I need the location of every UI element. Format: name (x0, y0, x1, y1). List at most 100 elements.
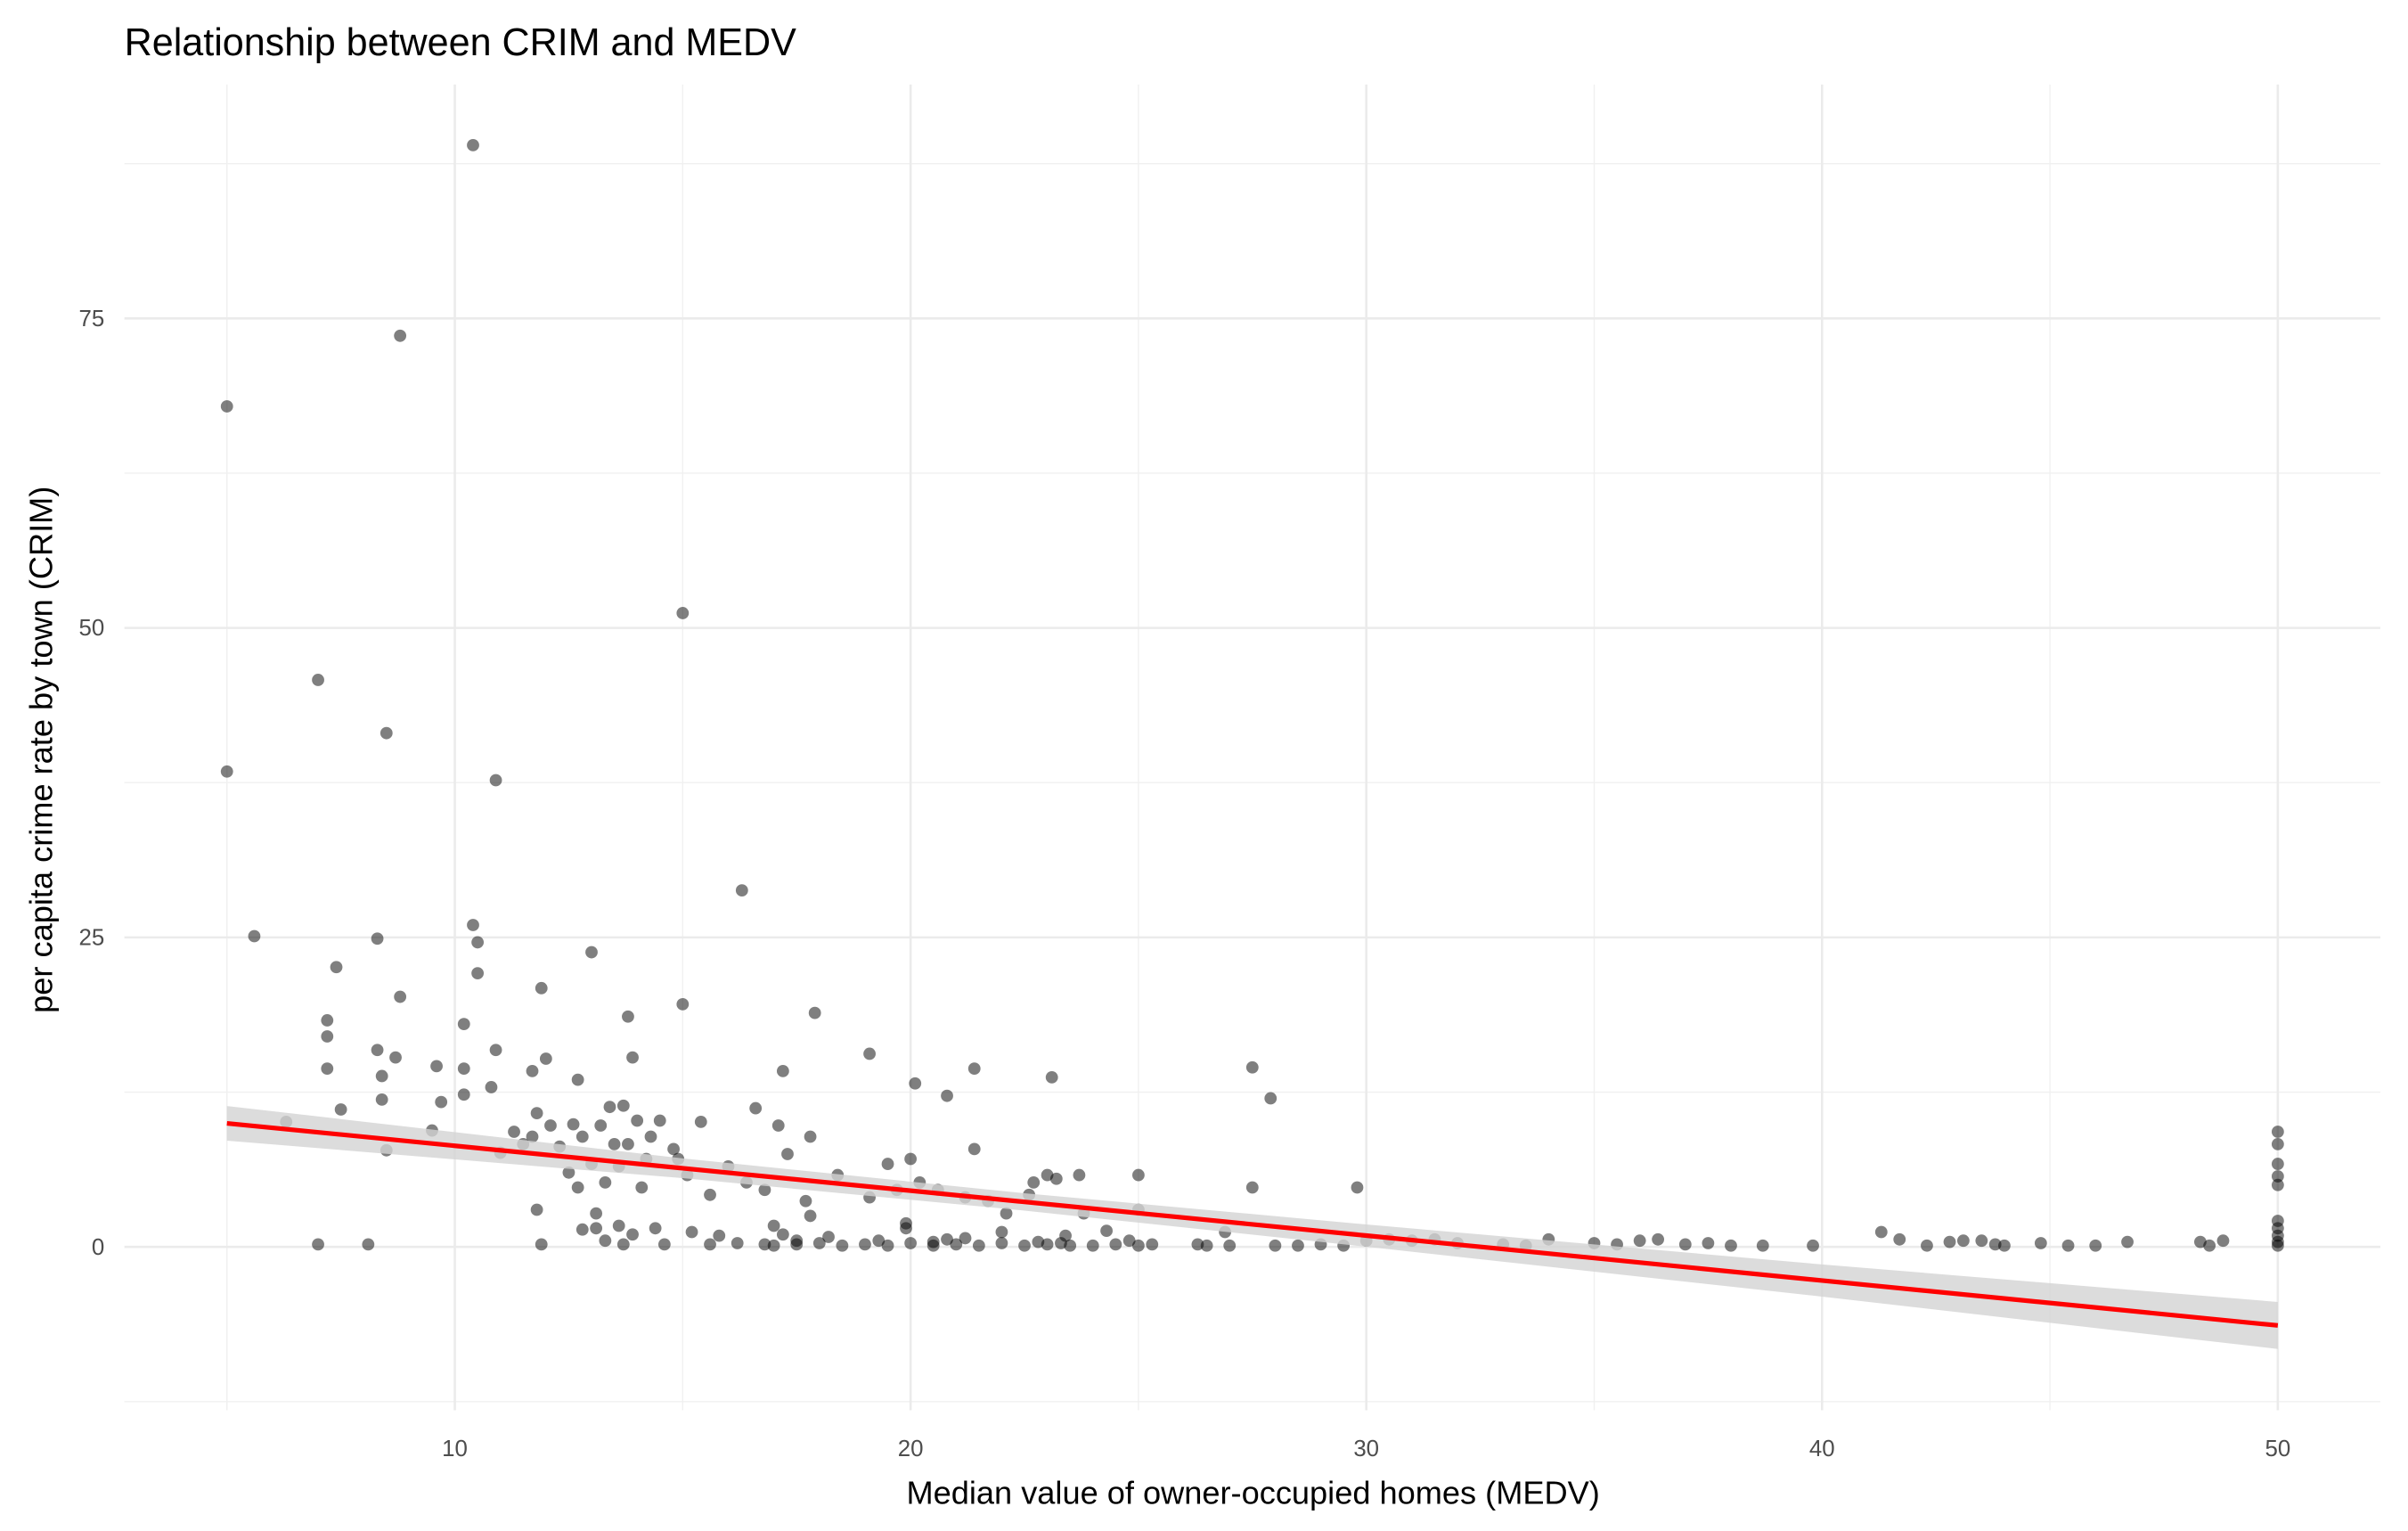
point (995, 1237, 1008, 1249)
point (808, 1006, 821, 1019)
point (836, 1239, 849, 1252)
point (1943, 1235, 1956, 1249)
point (649, 1222, 662, 1235)
fit-line (226, 1120, 2279, 1328)
point (371, 1044, 384, 1057)
point (1678, 1238, 1692, 1251)
point (1059, 1229, 1072, 1242)
point (430, 1060, 443, 1073)
point (1633, 1234, 1646, 1248)
point (575, 1130, 589, 1143)
point (616, 1099, 630, 1112)
point (590, 1222, 603, 1235)
point (435, 1095, 448, 1109)
point (822, 1231, 835, 1243)
point (941, 1232, 953, 1246)
point (380, 726, 393, 740)
point (467, 919, 479, 931)
x-tick-label: 10 (442, 1437, 468, 1461)
point (626, 1228, 639, 1241)
point (1351, 1181, 1364, 1194)
point (657, 1238, 671, 1251)
point (1652, 1232, 1665, 1246)
point (1245, 1181, 1259, 1194)
point (967, 1142, 981, 1156)
point (967, 1062, 981, 1076)
point (1086, 1239, 1099, 1252)
point (776, 1228, 789, 1241)
point (1109, 1238, 1122, 1251)
point (909, 1077, 922, 1090)
point (312, 1238, 324, 1251)
point (594, 1119, 608, 1132)
point (1921, 1239, 1933, 1252)
point (767, 1219, 780, 1232)
point (612, 1219, 625, 1232)
y-axis-label: per capita crime rate by town (CRIM) (23, 487, 60, 1013)
point (1245, 1060, 1259, 1074)
point (2034, 1237, 2047, 1249)
point (1200, 1239, 1213, 1252)
point (1191, 1238, 1204, 1251)
point (485, 1081, 498, 1093)
point (535, 981, 548, 995)
point (904, 1237, 918, 1249)
point (1223, 1239, 1237, 1252)
point (599, 1234, 612, 1248)
point (334, 1103, 347, 1116)
point (394, 990, 407, 1003)
point (1807, 1239, 1819, 1252)
point (2271, 1178, 2284, 1191)
point (776, 1065, 789, 1077)
point (881, 1239, 894, 1252)
point (2271, 1170, 2284, 1183)
point (371, 932, 384, 946)
point (1045, 1070, 1058, 1084)
point (2271, 1137, 2284, 1150)
point (1000, 1207, 1013, 1220)
point (872, 1234, 886, 1248)
point (859, 1238, 871, 1251)
y-tick-label: 50 (78, 616, 104, 641)
point (676, 997, 690, 1011)
point (758, 1183, 771, 1197)
point (608, 1137, 621, 1150)
y-tick-label: 75 (78, 307, 104, 332)
point (2089, 1239, 2102, 1252)
point (2271, 1158, 2284, 1170)
point (713, 1229, 726, 1242)
point (2216, 1234, 2230, 1248)
point (959, 1232, 972, 1245)
point (676, 607, 690, 619)
point (220, 765, 233, 778)
point (1988, 1238, 2002, 1251)
x-axis-label: Median value of owner-occupied homes (ME… (906, 1475, 1599, 1511)
point (1893, 1232, 1906, 1246)
point (881, 1158, 894, 1170)
point (644, 1130, 657, 1143)
point (1269, 1239, 1282, 1252)
point (457, 1088, 470, 1101)
point (585, 946, 598, 959)
point (312, 674, 324, 686)
point (1998, 1239, 2011, 1252)
point (804, 1130, 817, 1143)
point (804, 1209, 817, 1223)
point (394, 329, 407, 342)
point (863, 1047, 876, 1060)
point (526, 1130, 539, 1143)
point (622, 1137, 634, 1150)
point (941, 1089, 953, 1102)
chart-title: Relationship between CRIM and MEDV (125, 21, 796, 64)
point (544, 1119, 557, 1132)
point (220, 400, 233, 413)
point (904, 1152, 918, 1166)
point (626, 1051, 639, 1064)
point (731, 1237, 744, 1249)
x-tick-label: 20 (898, 1437, 924, 1461)
point (704, 1238, 716, 1251)
point (758, 1238, 771, 1251)
point (900, 1216, 912, 1230)
point (1756, 1239, 1769, 1252)
